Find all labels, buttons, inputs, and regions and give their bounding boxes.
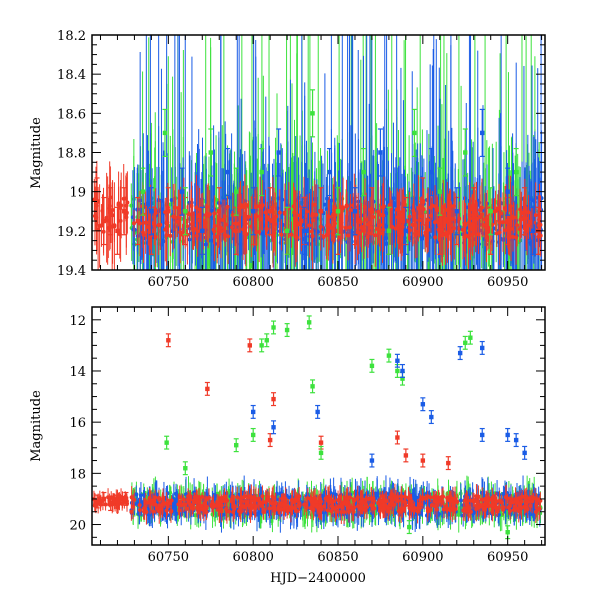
bottom-blue-point-4 (395, 354, 400, 367)
top-y-tick-label-19.4: 19.4 (57, 264, 86, 279)
bottom-green-point-6 (271, 321, 276, 334)
bottom-panel-marks (92, 316, 543, 539)
bottom-blue-point-13 (522, 446, 527, 459)
bottom-green-point-16 (468, 331, 473, 344)
bottom-panel-y-axis-label: Magnitude (29, 390, 44, 462)
top-y-tick-label-18.4: 18.4 (57, 68, 86, 83)
top-y-tick-label-18.2: 18.2 (57, 29, 86, 44)
bottom-red-point-13 (420, 454, 425, 467)
top-x-tick-label-60750: 60750 (148, 275, 189, 290)
bottom-blue-point-10 (480, 429, 485, 442)
bottom-red-point-6 (205, 382, 210, 395)
bottom-green-point-2 (234, 439, 239, 452)
bottom-blue-point-2 (315, 406, 320, 419)
top-panel-y-axis-label: Magnitude (29, 117, 44, 189)
bottom-y-tick-label-12: 12 (69, 314, 86, 329)
bottom-blue-point-8 (458, 347, 463, 360)
bottom-green-point-10 (319, 446, 324, 459)
bottom-x-tick-label-60950: 60950 (487, 550, 528, 565)
top-y-tick-label-19: 19 (69, 186, 86, 201)
top-x-tick-label-60850: 60850 (317, 275, 358, 290)
bottom-blue-point-11 (505, 429, 510, 442)
bottom-x-tick-label-60750: 60750 (148, 550, 189, 565)
bottom-green-point-15 (463, 336, 468, 349)
bottom-green-point-17 (407, 521, 412, 534)
bottom-red-point-8 (271, 393, 276, 406)
bottom-blue-point-1 (271, 421, 276, 434)
top-blue-point-13 (480, 109, 485, 156)
bottom-red-point-11 (395, 431, 400, 444)
bottom-green-point-0 (164, 436, 169, 449)
bottom-red-point-12 (403, 449, 408, 462)
bottom-blue-point-3 (369, 454, 374, 467)
bottom-x-tick-label-60850: 60850 (317, 550, 358, 565)
top-green-point-7 (310, 90, 315, 137)
top-x-tick-label-60900: 60900 (402, 275, 443, 290)
top-x-tick-label-60950: 60950 (487, 275, 528, 290)
bottom-y-tick-label-14: 14 (69, 365, 86, 380)
bottom-red-point-9 (268, 434, 273, 447)
top-panel: 60750 60800 60850 60900 60950 18.2 18.4 18.6 18.… (29, 0, 545, 488)
bottom-red-point-5 (166, 334, 171, 347)
x-axis-label: HJD−2400000 (270, 571, 366, 586)
bottom-red-point-14 (446, 457, 451, 470)
bottom-blue-point-0 (251, 406, 256, 419)
bottom-red-point-7 (247, 339, 252, 352)
bottom-y-tick-label-20: 20 (69, 519, 86, 534)
bottom-blue-point-9 (480, 342, 485, 355)
bottom-blue-point-7 (429, 411, 434, 424)
bottom-green-point-5 (264, 334, 269, 347)
bottom-x-tick-label-60900: 60900 (402, 550, 443, 565)
bottom-green-point-1 (183, 462, 188, 475)
bottom-x-tick-label-60800: 60800 (233, 550, 274, 565)
bottom-green-point-12 (386, 349, 391, 362)
top-x-tick-label-60800: 60800 (233, 275, 274, 290)
top-y-tick-label-18.8: 18.8 (57, 147, 86, 162)
bottom-green-point-7 (285, 324, 290, 337)
top-green-point-13 (463, 129, 468, 176)
bottom-green-point-9 (310, 380, 315, 393)
top-red-point-3 (115, 207, 120, 254)
bottom-blue-point-5 (400, 365, 405, 378)
bottom-blue-point-6 (420, 398, 425, 411)
top-y-tick-label-19.2: 19.2 (57, 225, 86, 240)
top-y-tick-label-18.6: 18.6 (57, 107, 86, 122)
bottom-green-point-4 (259, 339, 264, 352)
bottom-green-point-8 (307, 316, 312, 329)
bottom-y-tick-label-18: 18 (69, 467, 86, 482)
bottom-blue-point-12 (514, 434, 519, 447)
bottom-green-point-3 (251, 429, 256, 442)
bottom-panel: 60750 60800 60850 60900 60950 12 14 16 18 20 Magn… (29, 307, 545, 586)
bottom-green-point-11 (369, 359, 374, 372)
bottom-y-tick-label-16: 16 (69, 416, 86, 431)
